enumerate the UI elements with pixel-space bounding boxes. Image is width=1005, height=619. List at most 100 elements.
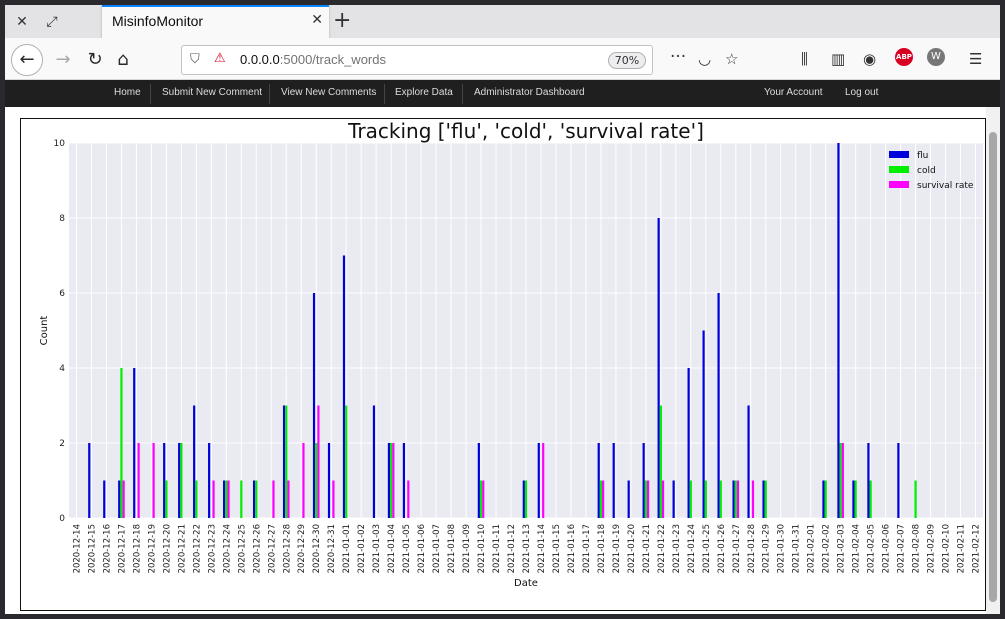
tab-close-icon[interactable]: ✕ [311,12,323,28]
x-tick-label: 2020-12-23 [207,524,217,573]
shield-icon[interactable]: ⛉ [190,52,200,67]
page-actions-icon[interactable]: ··· [670,47,687,67]
library-icon[interactable]: ⫼ [801,50,808,68]
bar-survival-rate [212,480,215,518]
bar-flu [327,443,331,518]
bar-cold [345,405,348,518]
x-tick-label: 2021-02-02 [822,524,832,573]
x-tick-label: 2021-01-15 [552,524,562,573]
url-bar[interactable]: ⛉ ⚠ 0.0.0.0:5000/track_words 70% [181,45,653,75]
browser-tab[interactable]: MisinfoMonitor ✕ [102,5,329,39]
bar-survival-rate [736,480,740,518]
y-tick-label: 4 [59,364,65,374]
bar-survival-rate [661,480,665,518]
bar-flu [208,443,211,518]
x-tick-label: 2021-02-08 [912,524,922,573]
x-tick-label: 2020-12-20 [162,524,172,573]
x-tick-label: 2021-01-19 [612,524,622,573]
bar-survival-rate [407,480,410,518]
chart-figure: 0 2 4 6 8 10 2020-12-14 2020-12-15 2020-12-16 202… [20,118,986,611]
bar-flu [897,443,900,518]
page-content: 0 2 4 6 8 10 2020-12-14 2020-12-15 2020-12-16 202… [5,107,986,614]
reload-button[interactable]: ↻ [87,49,103,70]
nav-administrator-dashboard[interactable]: Administrator Dashboard [474,87,585,98]
bar-flu [867,443,870,518]
bar-survival-rate [602,480,605,518]
x-tick-label: 2021-01-10 [477,524,487,573]
hamburger-menu-icon[interactable]: ☰ [969,50,983,68]
new-tab-icon[interactable]: + [333,8,352,33]
extension-w-icon[interactable]: W [927,48,945,66]
nav-view-new-comments[interactable]: View New Comments [281,87,377,98]
pocket-icon[interactable]: ◡ [698,50,712,68]
x-tick-label: 2021-01-26 [717,524,727,573]
close-window-icon[interactable]: ✕ [16,14,28,30]
x-tick-label: 2021-01-01 [342,524,352,573]
x-tick-label: 2020-12-25 [237,524,247,573]
adblock-icon[interactable]: ABP [895,48,913,66]
x-tick-label: 2021-01-07 [432,524,442,573]
account-icon[interactable]: ◉ [863,50,877,68]
home-icon[interactable]: ⌂ [117,49,129,70]
bar-cold [659,405,662,518]
bar-flu [627,480,630,518]
sidebar-icon[interactable]: ▥ [831,50,846,68]
nav-log-out[interactable]: Log out [845,87,879,98]
bar-flu [477,443,480,518]
x-tick-label: 2020-12-21 [177,524,187,573]
bar-flu [702,330,705,518]
scrollbar-thumb[interactable] [989,132,997,602]
scrollbar[interactable] [986,107,1000,614]
zoom-badge[interactable]: 70% [608,52,646,69]
x-tick-label: 2021-01-18 [597,524,607,573]
x-tick-label: 2020-12-24 [222,524,232,573]
x-tick-label: 2021-02-07 [897,524,907,573]
x-tick-label: 2020-12-16 [102,524,112,573]
bar-flu [822,480,825,518]
forward-button[interactable]: → [55,49,71,70]
chart-title: Tracking ['flu', 'cold', 'survival rate'… [347,119,704,143]
bar-cold [195,480,198,518]
bar-flu [252,480,256,518]
x-tick-label: 2021-01-25 [702,524,712,573]
y-tick-label: 6 [59,289,65,299]
bar-flu [178,443,181,518]
bar-cold [165,480,168,518]
bar-chart: 0 2 4 6 8 10 2020-12-14 2020-12-15 2020-12-16 202… [39,119,983,589]
bar-flu [88,443,91,518]
bar-flu [537,443,540,518]
x-tick-label: 2021-01-30 [777,524,787,573]
bar-survival-rate [272,480,275,518]
bar-cold [240,480,243,518]
bar-survival-rate [646,480,650,518]
x-tick-label: 2021-01-13 [522,524,532,573]
nav-submit-new-comment[interactable]: Submit New Comment [162,87,263,98]
bar-flu [837,143,840,518]
bar-cold [479,480,483,518]
tab-title: MisinfoMonitor [112,13,204,29]
x-tick-label: 2020-12-30 [312,524,322,573]
bar-survival-rate [317,405,320,518]
bar-flu [717,293,720,518]
bar-cold [180,443,183,518]
bar-flu [522,480,525,518]
nav-explore-data[interactable]: Explore Data [395,87,453,98]
restore-window-icon[interactable]: ⤢ [46,14,58,30]
nav-home[interactable]: Home [114,87,141,98]
nav-your-account[interactable]: Your Account [764,87,823,98]
bar-survival-rate [302,443,305,518]
y-tick-label: 8 [59,214,65,224]
x-tick-label: 2020-12-14 [72,524,82,573]
x-tick-label: 2020-12-26 [252,524,262,573]
y-tick-label: 2 [59,439,65,449]
insecure-lock-icon[interactable]: ⚠ [214,51,226,66]
x-tick-label: 2021-01-28 [747,524,757,573]
bar-cold [644,480,647,518]
bar-flu [118,480,121,518]
x-tick-label: 2021-01-05 [402,524,412,573]
back-button[interactable]: ← [11,44,43,76]
bar-cold [764,480,767,518]
bookmark-star-icon[interactable]: ☆ [725,50,739,68]
x-tick-label: 2020-12-18 [132,524,142,573]
x-tick-label: 2021-01-31 [792,524,802,573]
